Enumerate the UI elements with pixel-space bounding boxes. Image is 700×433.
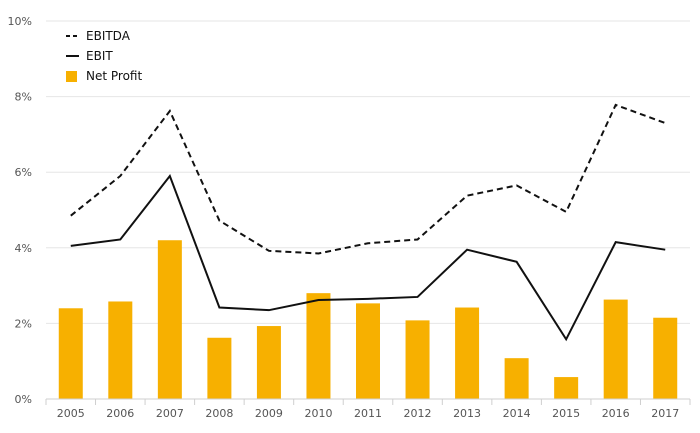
net-profit-bar: [108, 301, 133, 399]
y-tick-label: 10%: [8, 15, 32, 28]
net-profit-bar: [455, 307, 480, 399]
y-tick-label: 0%: [15, 393, 32, 406]
x-tick-label: 2008: [205, 407, 233, 420]
ebitda-line: [70, 103, 666, 255]
legend-label: Net Profit: [86, 69, 142, 83]
ebit-line: [70, 173, 666, 342]
net-profit-bar: [207, 337, 232, 399]
x-tick-label: 2005: [57, 407, 85, 420]
x-tick-label: 2012: [404, 407, 432, 420]
net-profit-bar: [306, 293, 331, 399]
line-series: [70, 103, 666, 342]
net-profit-bar: [157, 240, 182, 399]
legend: EBITDA EBIT Net Profit: [66, 29, 142, 83]
x-tick-label: 2006: [106, 407, 134, 420]
y-tick-label: 8%: [15, 91, 32, 104]
x-tick-label: 2009: [255, 407, 283, 420]
net-profit-bar: [554, 377, 579, 399]
x-tick-label: 2010: [304, 407, 332, 420]
net-profit-bar: [603, 299, 628, 399]
y-tick-label: 2%: [15, 317, 32, 330]
x-tick-label: 2011: [354, 407, 382, 420]
legend-label: EBIT: [86, 49, 113, 63]
net-profit-bar: [58, 308, 83, 399]
net-profit-bar: [405, 320, 430, 399]
axes: 0% 2% 4% 6% 8% 10% 2005 2006 2007 2008 2009 2010 201…: [8, 15, 691, 420]
legend-swatch-net-profit: [66, 71, 77, 82]
legend-label: EBITDA: [86, 29, 131, 43]
x-tick-label: 2014: [503, 407, 531, 420]
net-profit-bar: [653, 317, 678, 399]
net-profit-bar: [356, 303, 380, 399]
grid: [46, 20, 690, 324]
x-tick-label: 2015: [552, 407, 580, 420]
y-tick-label: 6%: [15, 166, 32, 179]
net-profit-bars: [58, 240, 678, 399]
net-profit-bar: [504, 358, 529, 399]
x-tick-label: 2017: [651, 407, 679, 420]
x-tick-label: 2013: [453, 407, 481, 420]
x-tick-label: 2016: [602, 407, 630, 420]
y-tick-label: 4%: [15, 242, 32, 255]
net-profit-bar: [256, 326, 281, 399]
x-tick-label: 2007: [156, 407, 184, 420]
